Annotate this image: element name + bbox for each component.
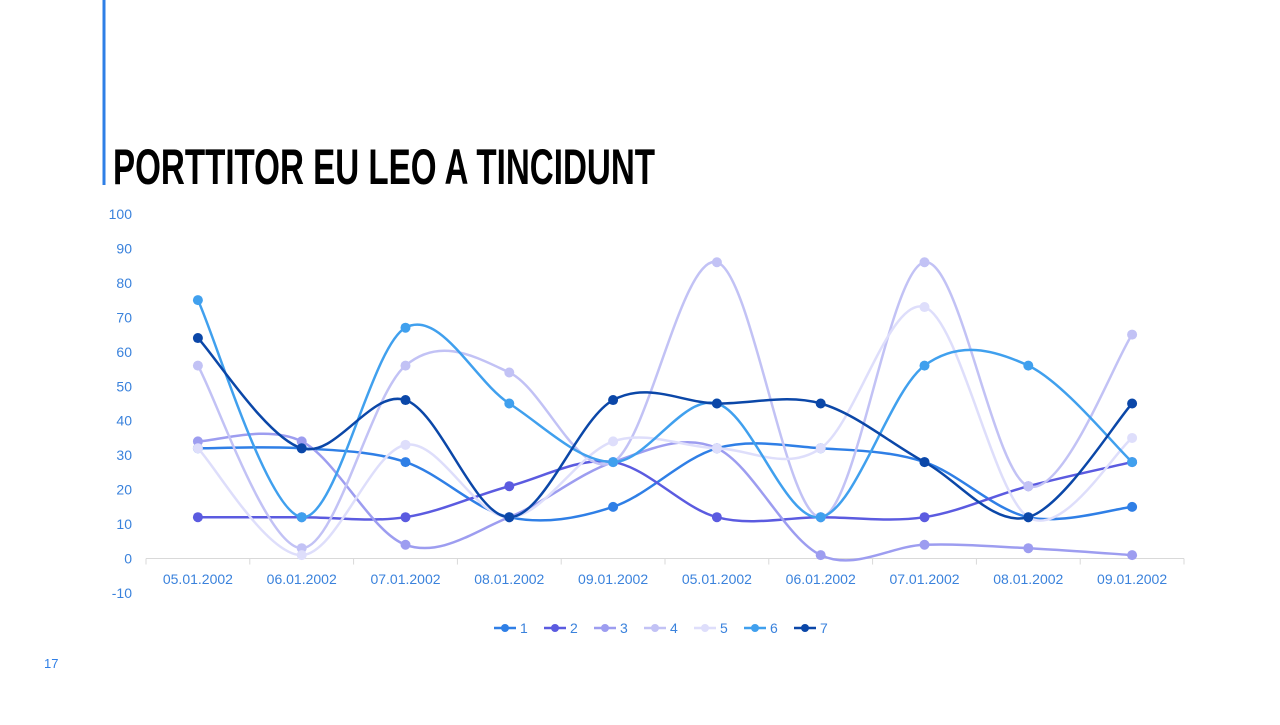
data-point <box>815 512 826 523</box>
data-point <box>400 457 411 468</box>
x-tick-label: 08.01.2002 <box>474 571 544 587</box>
series-line <box>196 299 1133 519</box>
data-point <box>919 257 930 268</box>
legend-marker <box>801 624 809 632</box>
data-point <box>400 360 411 371</box>
data-point <box>504 398 515 409</box>
data-point <box>1127 432 1138 443</box>
x-tick-label: 05.01.2002 <box>163 571 233 587</box>
data-point <box>815 550 826 561</box>
x-tick-label: 07.01.2002 <box>889 571 959 587</box>
data-point <box>504 481 515 492</box>
y-tick-label: 50 <box>116 378 132 394</box>
legend-marker <box>501 624 509 632</box>
data-point <box>400 322 411 333</box>
data-point <box>711 512 722 523</box>
data-point <box>815 443 826 454</box>
legend-marker <box>551 624 559 632</box>
data-point <box>400 539 411 550</box>
x-tick-label: 07.01.2002 <box>370 571 440 587</box>
y-tick-label: 70 <box>116 309 132 325</box>
x-tick-label: 08.01.2002 <box>993 571 1063 587</box>
legend-marker <box>701 624 709 632</box>
data-point <box>400 395 411 406</box>
data-point <box>504 512 515 523</box>
y-tick-label: -10 <box>112 585 132 601</box>
data-point <box>192 443 203 454</box>
data-point <box>608 501 619 512</box>
data-point <box>192 333 203 344</box>
data-point <box>400 439 411 450</box>
data-point <box>919 512 930 523</box>
y-tick-label: 0 <box>124 551 132 567</box>
data-point <box>296 543 307 554</box>
data-point <box>1127 501 1138 512</box>
data-point <box>1023 481 1034 492</box>
data-point <box>815 398 826 409</box>
data-point <box>919 457 930 468</box>
y-tick-label: 10 <box>116 516 132 532</box>
data-point <box>608 395 619 406</box>
legend-label: 7 <box>820 620 828 636</box>
legend-label: 4 <box>670 620 678 636</box>
data-point <box>400 512 411 523</box>
series-line <box>197 305 1133 557</box>
x-tick-label: 09.01.2002 <box>1097 571 1167 587</box>
data-point <box>919 302 930 313</box>
y-tick-label: 30 <box>116 447 132 463</box>
series-line <box>197 442 1133 522</box>
legend-label: 2 <box>570 620 578 636</box>
y-tick-label: 20 <box>116 482 132 498</box>
y-tick-label: 60 <box>116 344 132 360</box>
series-line <box>197 460 1133 523</box>
legend-marker <box>751 624 759 632</box>
data-point <box>296 443 307 454</box>
data-point <box>711 398 722 409</box>
legend-label: 5 <box>720 620 728 636</box>
data-point <box>1127 329 1138 340</box>
data-point <box>192 295 203 306</box>
legend-label: 1 <box>520 620 528 636</box>
data-point <box>919 360 930 371</box>
data-point <box>1127 398 1138 409</box>
data-point <box>504 367 515 378</box>
data-point <box>711 443 722 454</box>
data-point <box>192 512 203 523</box>
legend-label: 6 <box>770 620 778 636</box>
series-line <box>196 337 1134 520</box>
slide-number: 17 <box>44 656 58 671</box>
data-point <box>192 360 203 371</box>
legend-marker <box>651 624 659 632</box>
y-tick-label: 90 <box>116 240 132 256</box>
chart-title: PORTTITOR EU LEO A TINCIDUNT <box>113 139 655 195</box>
data-point <box>1023 543 1034 554</box>
data-point <box>296 436 307 447</box>
data-point <box>192 436 203 447</box>
data-point <box>608 457 619 468</box>
data-point <box>608 436 619 447</box>
x-tick-label: 05.01.2002 <box>682 571 752 587</box>
data-point <box>296 512 307 523</box>
series-line <box>197 432 1133 562</box>
x-tick-label: 09.01.2002 <box>578 571 648 587</box>
series-line <box>196 260 1134 550</box>
data-point <box>711 257 722 268</box>
x-tick-label: 06.01.2002 <box>786 571 856 587</box>
legend-label: 3 <box>620 620 628 636</box>
data-point <box>1127 457 1138 468</box>
y-tick-label: 80 <box>116 275 132 291</box>
data-point <box>1023 360 1034 371</box>
data-point <box>1023 512 1034 523</box>
y-tick-label: 40 <box>116 413 132 429</box>
x-tick-label: 06.01.2002 <box>267 571 337 587</box>
data-point <box>296 550 307 561</box>
data-point <box>1127 550 1138 561</box>
data-point <box>919 539 930 550</box>
legend-marker <box>601 624 609 632</box>
y-tick-label: 100 <box>109 206 133 222</box>
